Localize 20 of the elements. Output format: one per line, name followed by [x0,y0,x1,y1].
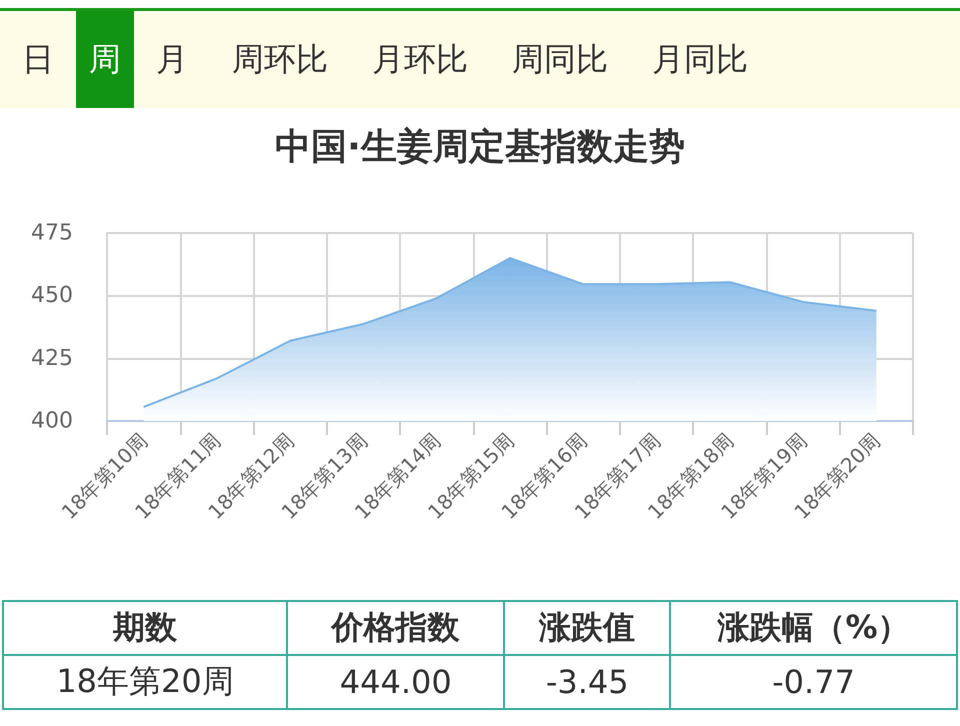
y-tick-label: 475 [31,220,73,246]
text: 周 [76,11,134,108]
text: -0.77 [670,655,957,709]
chart-title: 中国·生姜周定基指数走势 [275,126,685,168]
y-tick-label: 400 [31,408,73,434]
y-tick-label: 425 [31,346,73,371]
text: 周环比 [231,39,329,80]
text: 涨跌值 [504,601,670,655]
text: 周同比 [511,39,609,80]
text: 月同比 [651,39,749,80]
text: 涨跌幅（%） [670,601,957,655]
text: 期数 [3,601,288,655]
text: 444.00 [287,655,504,709]
text: 月 [155,39,189,80]
text: 月环比 [371,39,469,80]
text: -3.45 [504,655,670,709]
text: 日 [21,39,55,80]
y-tick-label: 450 [31,283,73,308]
text: 18年第20周 [3,655,288,709]
text: 价格指数 [287,601,504,655]
